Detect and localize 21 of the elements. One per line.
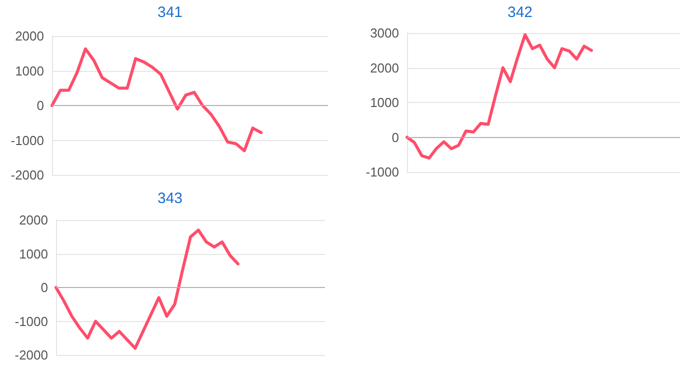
y-tick-label: -2000 <box>14 348 48 362</box>
y-tick-label: 2000 <box>15 28 44 44</box>
line-series <box>406 33 593 160</box>
y-tick-label: 0 <box>392 130 399 145</box>
y-tick-label: -2000 <box>10 168 44 182</box>
chart-title: 341 <box>157 4 183 21</box>
y-tick-label: 2000 <box>370 60 399 76</box>
y-tick-label: 2000 <box>19 212 48 228</box>
chart-title: 343 <box>157 190 183 207</box>
y-tick-label: -1000 <box>366 164 399 180</box>
line-series <box>54 228 240 350</box>
y-tick-label: 1000 <box>19 246 48 262</box>
y-tick-label: 3000 <box>370 26 399 40</box>
y-tick-label: -1000 <box>14 314 48 329</box>
y-tick-label: 1000 <box>15 63 44 78</box>
y-tick-label: 0 <box>40 280 48 295</box>
y-tick-label: 0 <box>36 98 44 113</box>
y-tick-label: -1000 <box>10 132 44 148</box>
line-series <box>50 47 263 152</box>
y-tick-label: 1000 <box>370 95 399 110</box>
chart-title: 342 <box>507 4 533 21</box>
